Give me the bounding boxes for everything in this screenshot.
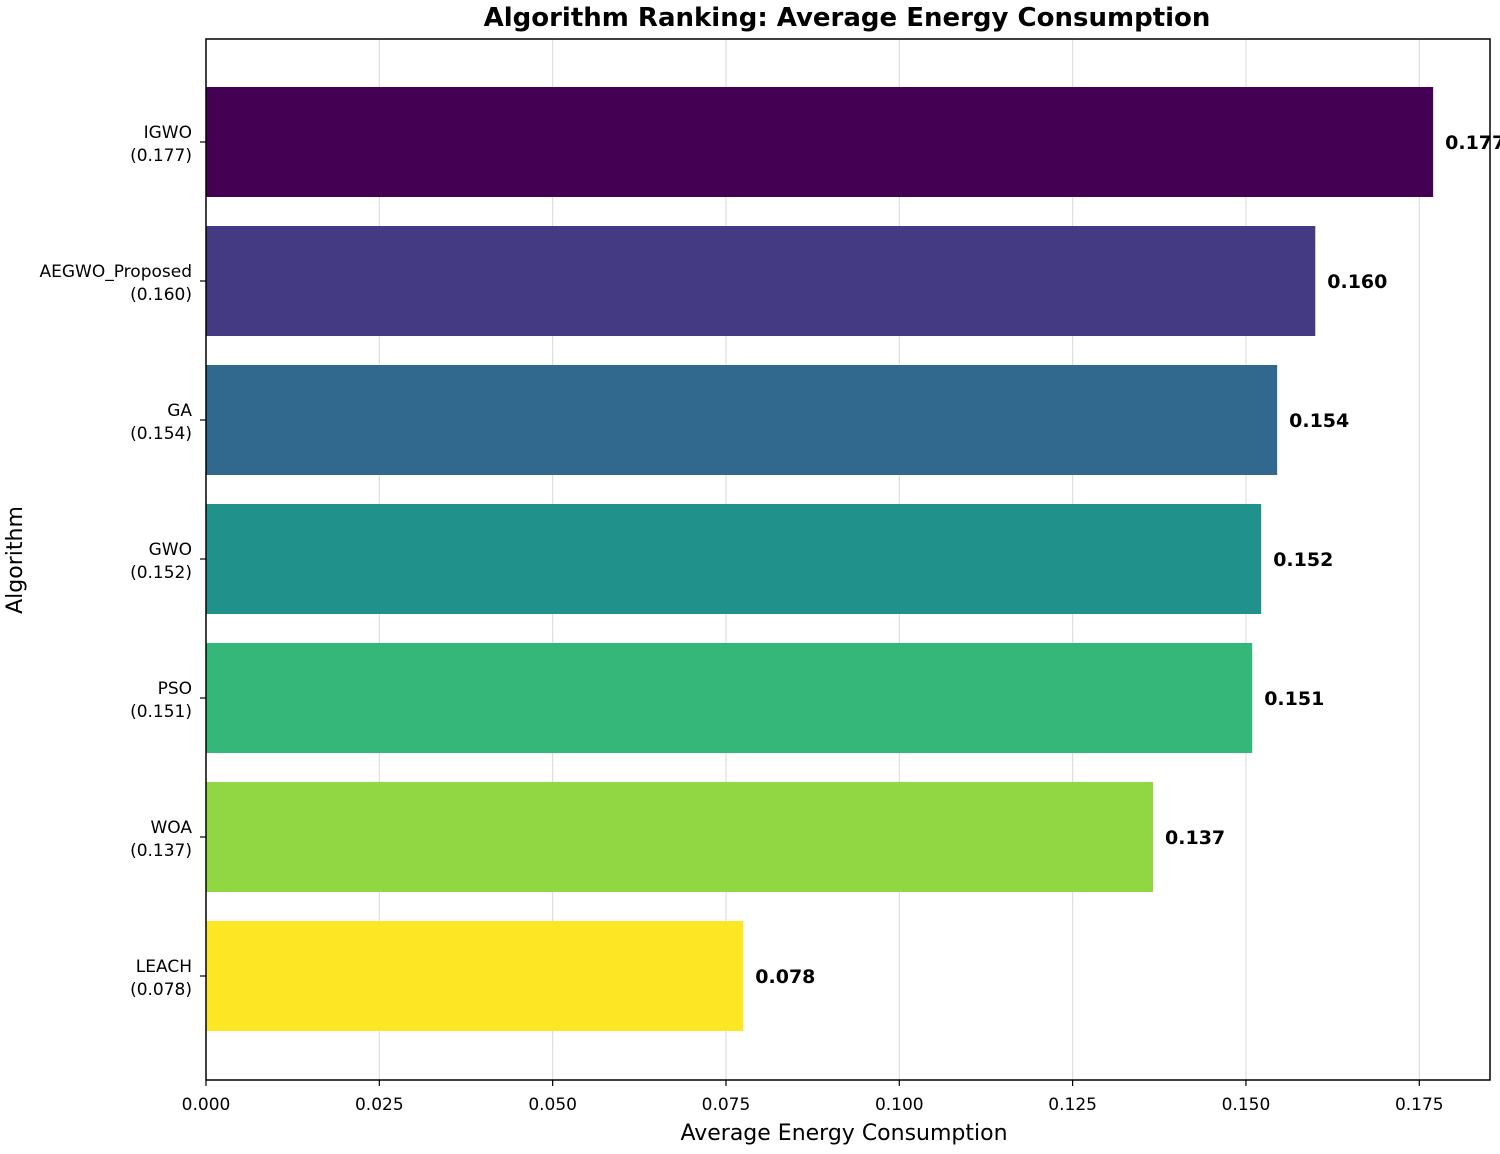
category-value-label: (0.151) — [130, 702, 192, 722]
bar — [206, 226, 1316, 336]
category-name-label: GWO — [149, 540, 192, 560]
chart-title: Algorithm Ranking: Average Energy Consum… — [484, 3, 1211, 33]
x-tick-label: 0.050 — [528, 1095, 577, 1115]
x-tick-label: 0.125 — [1048, 1095, 1097, 1115]
x-axis-label: Average Energy Consumption — [680, 1121, 1007, 1146]
category-value-label: (0.152) — [130, 563, 192, 583]
category-name-label: WOA — [150, 818, 192, 838]
category-value-label: (0.137) — [130, 841, 192, 861]
y-axis-label: Algorithm — [3, 506, 28, 614]
x-tick-label: 0.175 — [1395, 1095, 1444, 1115]
bar — [206, 643, 1253, 753]
x-axis-ticks: 0.000 0.025 0.050 0.075 0.100 0.125 0.150 0.175 — [182, 1080, 1444, 1115]
category-value-label: (0.177) — [130, 146, 192, 166]
category-value-label: (0.154) — [130, 424, 192, 444]
bar-value-label: 0.137 — [1165, 827, 1225, 849]
x-tick-label: 0.025 — [355, 1095, 404, 1115]
bar-value-label: 0.151 — [1264, 688, 1324, 710]
y-axis-categories: IGWO (0.177) AEGWO_Proposed (0.160) GA (0.154… — [39, 123, 206, 1000]
x-tick-label: 0.150 — [1222, 1095, 1271, 1115]
category-value-label: (0.078) — [130, 980, 192, 1000]
x-tick-label: 0.000 — [182, 1095, 231, 1115]
bar — [206, 365, 1278, 475]
bar — [206, 504, 1262, 614]
bar — [206, 782, 1154, 892]
bar — [206, 921, 744, 1031]
category-name-label: LEACH — [136, 957, 192, 977]
bar — [206, 87, 1434, 197]
bar-layer — [206, 87, 1434, 1031]
x-tick-label: 0.075 — [702, 1095, 751, 1115]
category-value-label: (0.160) — [130, 285, 192, 305]
category-name-label: AEGWO_Proposed — [39, 262, 192, 282]
data-labels: 0.177 0.160 0.154 0.152 0.151 0.137 0.078 — [755, 132, 1500, 988]
x-tick-label: 0.100 — [875, 1095, 924, 1115]
category-name-label: IGWO — [144, 123, 192, 143]
bar-value-label: 0.154 — [1289, 410, 1349, 432]
category-name-label: GA — [167, 401, 192, 421]
bar-value-label: 0.152 — [1273, 549, 1333, 571]
bar-value-label: 0.177 — [1445, 132, 1500, 154]
bar-value-label: 0.078 — [755, 966, 815, 988]
bar-value-label: 0.160 — [1327, 271, 1387, 293]
category-name-label: PSO — [158, 679, 192, 699]
